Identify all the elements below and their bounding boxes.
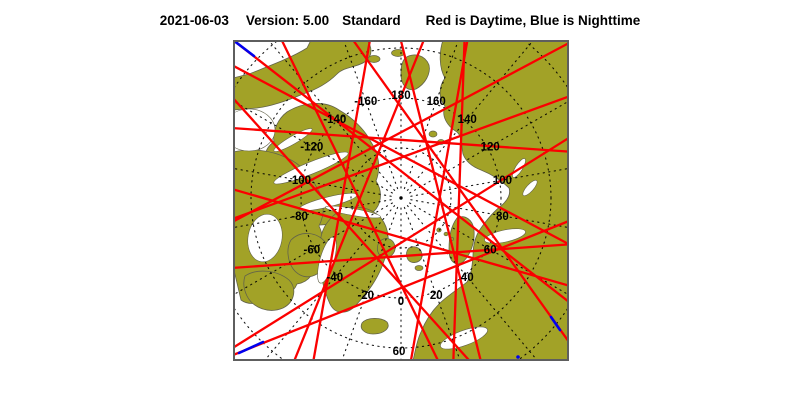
landmass-iceland: [360, 317, 389, 335]
satellite-track-daytime: [233, 95, 569, 220]
title-legend: Red is Daytime, Blue is Nighttime: [425, 13, 641, 28]
satellite-track-daytime: [399, 40, 482, 361]
longitude-label: 100: [493, 175, 512, 187]
satellite-track-daytime: [233, 188, 569, 287]
longitude-label: 80: [496, 211, 509, 223]
longitude-label: -20: [357, 290, 374, 302]
satellite-track-daytime: [233, 243, 569, 270]
meridian-line: [267, 40, 396, 191]
meridian-line: [406, 40, 535, 191]
longitude-label: -120: [300, 142, 323, 154]
satellite-track-daytime: [312, 40, 372, 361]
satellite-track-nighttime: [233, 40, 256, 58]
title-mode: Standard: [342, 13, 401, 28]
longitude-label: 0: [398, 296, 404, 308]
small-island: [428, 130, 438, 138]
longitude-label: -80: [291, 211, 308, 223]
satellite-track-daytime: [233, 97, 471, 361]
satellite-track-nighttime: [237, 340, 265, 355]
map-content: -160 -140 -120 -100 -80 -60 -40 -20 0 20 40 60 80 100…: [233, 40, 569, 361]
pole-marker: [399, 196, 403, 200]
landmass-labrador: [243, 270, 295, 311]
satellite-track-daytime: [293, 40, 425, 361]
small-island: [443, 231, 449, 237]
longitude-label: -60: [303, 245, 320, 257]
satellite-track-daytime: [452, 40, 466, 361]
longitude-label: -40: [326, 272, 343, 284]
yenisei-gulf: [522, 179, 538, 197]
parry-channel: [273, 151, 349, 185]
longitude-label: 140: [458, 114, 477, 126]
longitude-label: 120: [481, 142, 500, 154]
title-version: Version: 5.00: [245, 13, 330, 28]
polar-map: -160 -140 -120 -100 -80 -60 -40 -20 0 20 40 60 80 100…: [233, 40, 569, 361]
plot-title: 2021-06-03 Version: 5.00 Standard Red is…: [0, 13, 800, 28]
satellite-track-nighttime-dot: [516, 355, 520, 359]
meridian-line: [406, 205, 539, 361]
satellite-track-daytime: [352, 40, 569, 343]
satellite-track-nighttime: [549, 315, 562, 332]
satellite-track-daytime: [233, 40, 569, 303]
longitude-label: -100: [288, 175, 311, 187]
hudson-foxe-basin: [247, 213, 283, 263]
longitude-label: 160: [427, 96, 446, 108]
latitude-label: 60: [393, 346, 406, 358]
longitude-label: 180: [391, 90, 410, 102]
satellite-track-daytime: [233, 219, 569, 357]
meridian-line: [403, 40, 460, 190]
archipelago-channel: [273, 128, 313, 152]
satellite-track-daytime: [233, 41, 569, 223]
meridian-line: [342, 40, 399, 190]
longitude-label: -140: [323, 114, 346, 126]
satellite-track-daytime: [233, 64, 569, 246]
title-date: 2021-06-03: [159, 13, 229, 28]
small-island: [414, 265, 424, 271]
gulf-of-bothnia: [440, 326, 488, 350]
longitude-label: 40: [461, 272, 474, 284]
satellite-track-daytime: [233, 126, 569, 153]
longitude-label: 60: [484, 245, 497, 257]
map-frame: [233, 40, 569, 361]
satellite-track-daytime: [233, 136, 569, 349]
longitude-label: 20: [430, 290, 443, 302]
longitude-label: -160: [354, 96, 377, 108]
small-island: [367, 55, 381, 63]
